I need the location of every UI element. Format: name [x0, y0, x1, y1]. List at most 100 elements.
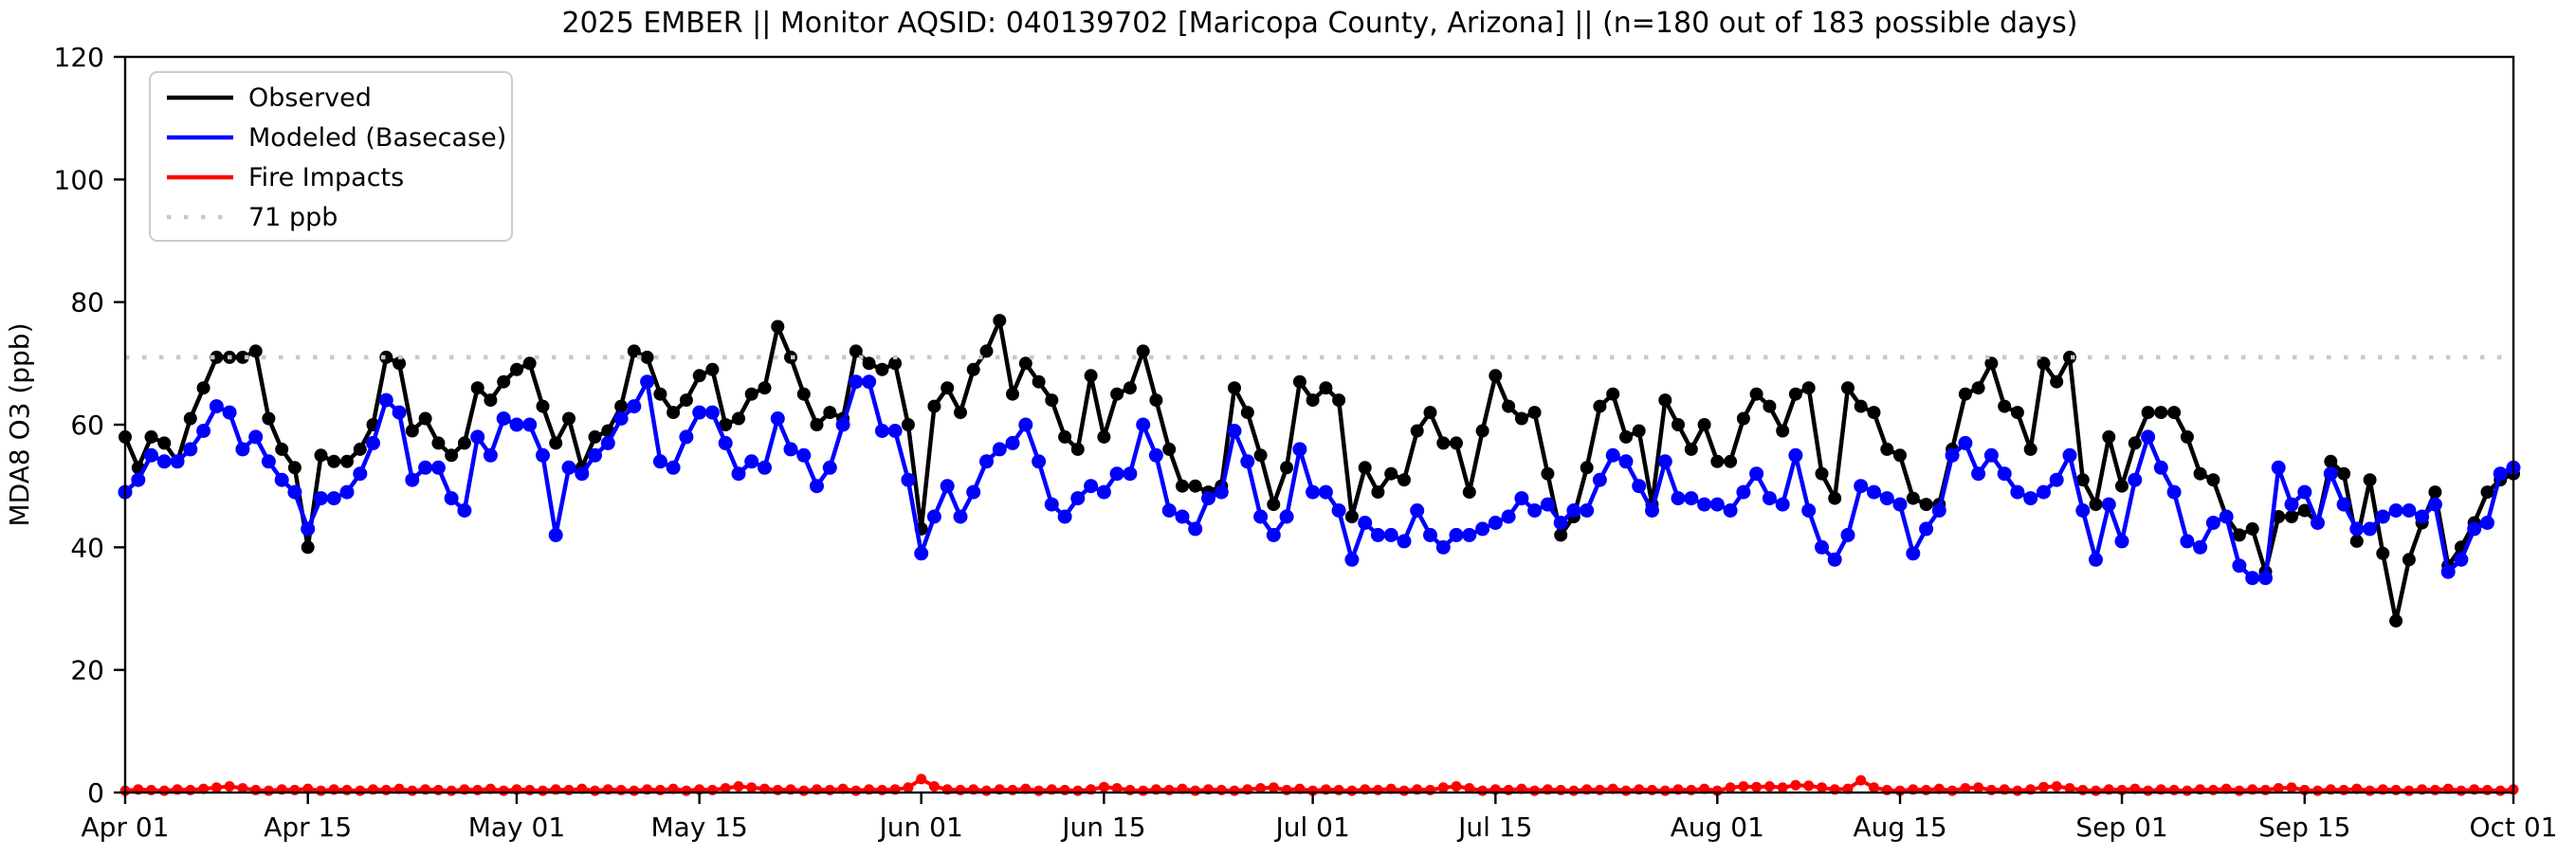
y-axis-label: MDA8 O3 (ppb): [4, 322, 35, 526]
data-point: [1096, 484, 1111, 500]
data-point: [2363, 521, 2378, 537]
data-point: [1827, 552, 1842, 567]
data-point: [224, 781, 235, 792]
data-point: [993, 314, 1007, 328]
data-point: [1619, 429, 1633, 444]
data-point: [758, 460, 772, 475]
data-point: [653, 387, 667, 401]
data-point: [692, 405, 707, 420]
data-point: [798, 785, 810, 796]
data-point: [237, 783, 248, 793]
data-point: [979, 344, 994, 358]
data-point: [824, 784, 835, 795]
data-point: [1723, 503, 1738, 518]
data-point: [1475, 521, 1490, 537]
data-point: [144, 429, 158, 444]
data-point: [2454, 552, 2469, 567]
data-point: [1855, 775, 1867, 786]
data-point: [614, 399, 629, 413]
data-point: [1762, 491, 1777, 506]
x-tick-label: Oct 01: [2470, 811, 2558, 843]
data-point: [1344, 510, 1359, 523]
data-point: [2402, 503, 2417, 518]
data-point: [940, 479, 955, 494]
data-point: [1188, 521, 1203, 537]
data-point: [744, 454, 759, 469]
data-point: [1306, 393, 1320, 408]
data-point: [549, 436, 563, 450]
data-point: [444, 491, 459, 506]
data-point: [1111, 783, 1123, 793]
data-point: [2051, 781, 2062, 792]
data-point: [1227, 424, 1242, 438]
data-point: [457, 436, 471, 450]
data-point: [770, 411, 785, 426]
chart-title: 2025 EMBER || Monitor AQSID: 040139702 […: [561, 7, 2077, 40]
data-point: [679, 429, 694, 445]
data-point: [1503, 784, 1514, 795]
data-point: [590, 785, 600, 796]
data-point: [548, 527, 563, 542]
data-point: [876, 784, 887, 795]
data-point: [903, 782, 914, 793]
data-point: [1605, 447, 1620, 463]
data-point: [679, 393, 693, 408]
data-point: [1919, 498, 1933, 512]
data-point: [1921, 784, 1932, 795]
data-point: [1161, 503, 1177, 518]
y-tick-label: 40: [70, 532, 104, 563]
data-point: [1568, 785, 1580, 796]
data-point: [1344, 552, 1360, 567]
x-tick-label: Aug 01: [1671, 811, 1764, 843]
data-point: [2128, 472, 2143, 487]
data-point: [1592, 472, 1607, 487]
data-point: [1840, 527, 1855, 542]
data-point: [2258, 571, 2273, 586]
data-point: [1266, 527, 1281, 542]
data-point: [1606, 387, 1620, 401]
data-point: [1684, 491, 1699, 506]
data-point: [1007, 784, 1018, 795]
data-point: [1018, 417, 1033, 432]
data-point: [667, 406, 681, 420]
data-point: [640, 350, 654, 364]
data-point: [1788, 387, 1802, 401]
data-point: [538, 785, 548, 796]
data-point: [2388, 503, 2403, 518]
data-point: [1475, 424, 1489, 438]
data-point: [1671, 491, 1686, 506]
data-point: [1398, 785, 1410, 796]
data-point: [705, 362, 720, 376]
data-point: [1893, 448, 1907, 463]
data-point: [287, 484, 302, 500]
data-point: [1410, 424, 1424, 438]
data-point: [522, 356, 537, 371]
data-point: [1451, 781, 1462, 792]
data-point: [1240, 454, 1255, 469]
data-point: [1176, 479, 1189, 493]
data-point: [1332, 393, 1346, 408]
data-point: [563, 784, 575, 795]
data-point: [1906, 491, 1920, 505]
data-point: [431, 436, 446, 450]
data-point: [1867, 484, 1881, 500]
data-point: [2050, 374, 2064, 389]
data-point: [183, 442, 198, 457]
data-point: [2167, 406, 2182, 420]
data-point: [1867, 406, 1881, 420]
data-point: [498, 785, 509, 796]
data-point: [524, 784, 536, 795]
data-point: [1175, 509, 1190, 524]
data-point: [2207, 784, 2219, 795]
data-point: [2141, 406, 2155, 420]
data-point: [1879, 491, 1894, 506]
data-point: [862, 374, 877, 390]
data-point: [1215, 784, 1227, 795]
data-point: [2245, 521, 2259, 536]
data-point: [1801, 381, 1816, 395]
data-point: [250, 784, 262, 795]
data-point: [1280, 461, 1294, 475]
data-point: [156, 454, 172, 469]
data-point: [1033, 785, 1045, 796]
data-point: [888, 356, 903, 371]
